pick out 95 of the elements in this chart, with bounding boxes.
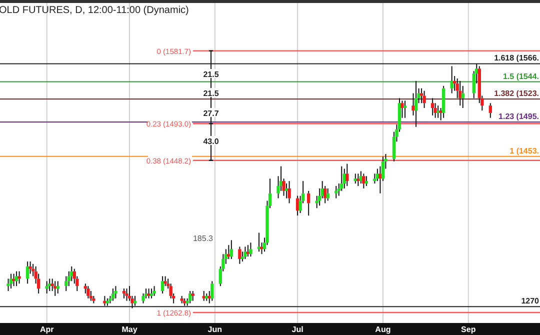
candlestick [244,246,247,260]
candlestick [430,98,434,116]
candlestick [400,100,404,118]
candlestick [324,185,327,204]
candlestick [392,131,396,162]
candlestick [282,178,286,196]
candlestick [180,295,184,304]
candlestick [31,263,35,277]
candlestick [67,270,70,287]
candlestick [186,298,189,306]
candlestick [288,180,291,204]
candlestick [103,295,106,306]
candlestick [128,286,132,302]
annotation: 27.7 [203,109,220,118]
candlestick [362,173,366,189]
annotation: 21.5 [203,70,220,79]
candlestick [150,288,154,299]
candlestick [36,273,40,294]
candlestick [238,246,242,264]
candlestick [472,70,476,99]
candlestick [373,173,376,184]
candlestick [230,240,234,260]
candlestick [249,242,252,258]
candlestick [306,190,310,216]
candlestick [488,102,492,118]
candlestick [210,280,214,302]
x-tick-label: Jul [292,325,304,334]
candlestick [434,102,437,118]
candlestick [114,286,118,299]
candlestick [133,295,137,306]
candlestick [442,85,446,118]
candlestick [122,288,126,299]
candlestick [28,260,32,274]
ref-line-label: 1.618 (1566. [494,54,539,63]
candlestick [6,278,10,292]
candlestick [337,183,340,196]
candlestick [54,280,57,296]
candlestick [34,266,38,284]
candlestick [147,288,150,299]
candlestick [164,276,167,287]
candlestick [169,283,172,299]
candlestick [160,276,164,294]
candlestick [398,98,402,132]
ref-line-label: 1.5 (1544. [502,72,539,81]
candlestick [364,176,368,186]
candlestick [89,290,93,302]
candlestick [346,163,349,186]
candlestick [315,195,318,209]
annotation: 185.3 [192,234,214,243]
candlestick [478,66,481,104]
x-tick-label: Sep [461,325,476,334]
candlestick [142,292,145,304]
candlestick [152,286,156,296]
candlestick [188,290,192,304]
candlestick [298,195,302,214]
ref-line-label: 1.382 (1523. [494,89,539,98]
x-tick-label: Apr [40,325,54,334]
candlestick [76,276,79,292]
candlestick [92,295,96,304]
candlestick [84,283,88,294]
candlestick [111,288,115,302]
x-tick-label: Jun [208,325,222,334]
candlestick [422,90,426,109]
candlestick [12,273,16,287]
candlestick [86,286,90,299]
candlestick [56,280,60,294]
candlestick [403,100,407,118]
ref-line-label: 1 (1453. [510,146,539,156]
candlestick [450,66,454,94]
candlestick [45,280,48,294]
candlestick [439,108,442,121]
ref-line-label: 1.23 (1495. [498,112,539,121]
x-tick-label: Aug [375,325,391,334]
annotation: 43.0 [203,137,220,146]
candlestick [18,270,21,284]
candlestick [381,156,385,182]
x-tick-label: May [122,325,138,334]
candlestick [240,251,244,262]
candlestick [320,180,324,199]
candlestick [456,78,459,99]
candlestick [130,295,134,309]
annotation: 21.5 [203,89,220,98]
candlestick [334,185,338,199]
candlestick [356,173,360,186]
candlestick [227,244,230,260]
candlestick [64,276,68,292]
candlestick [340,166,344,192]
candlestick [106,298,110,306]
candlestick [378,166,382,194]
candlestick [125,288,128,302]
candlestick [205,292,208,302]
candlestick [191,290,194,302]
ref-line-label: 1270 [521,296,540,306]
candlestick [414,80,418,128]
candlestick [108,295,112,304]
